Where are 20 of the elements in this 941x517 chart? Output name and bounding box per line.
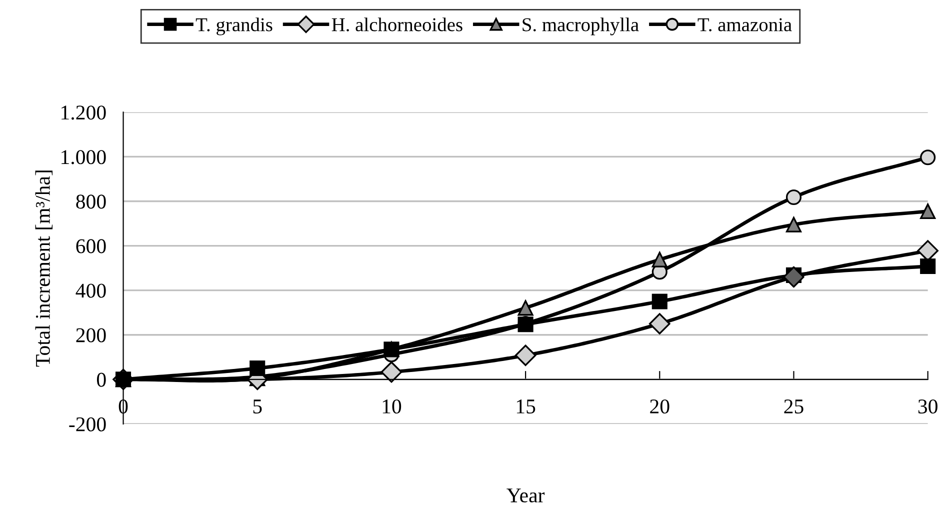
x-tick-label: 30 bbox=[918, 399, 938, 414]
y-tick-label: 1.000 bbox=[62, 150, 106, 164]
x-tick-label: 5 bbox=[253, 400, 262, 414]
x-tick-label: 15 bbox=[516, 400, 536, 414]
x-tick-label: 20 bbox=[650, 399, 670, 414]
x-tick-label: 10 bbox=[382, 399, 402, 414]
y-axis-title: Total increment [m³/ha] bbox=[35, 170, 53, 367]
x-tick-label: 25 bbox=[784, 400, 804, 414]
y-tick-label: 800 bbox=[76, 194, 106, 209]
y-tick-label: 1.200 bbox=[62, 106, 106, 120]
legend-label: T. amazonia bbox=[698, 18, 792, 32]
y-tick-label: 600 bbox=[76, 239, 106, 254]
y-tick-label: 0 bbox=[96, 372, 106, 387]
legend-label: H. alchorneoides bbox=[332, 18, 462, 32]
legend-label: T. grandis bbox=[196, 18, 272, 36]
y-tick-label: -200 bbox=[69, 417, 106, 432]
legend-label: S. macrophylla bbox=[522, 18, 639, 36]
y-tick-label: 400 bbox=[76, 284, 106, 298]
y-tick-label: 200 bbox=[76, 328, 106, 342]
x-axis-title: Year bbox=[506, 488, 545, 502]
